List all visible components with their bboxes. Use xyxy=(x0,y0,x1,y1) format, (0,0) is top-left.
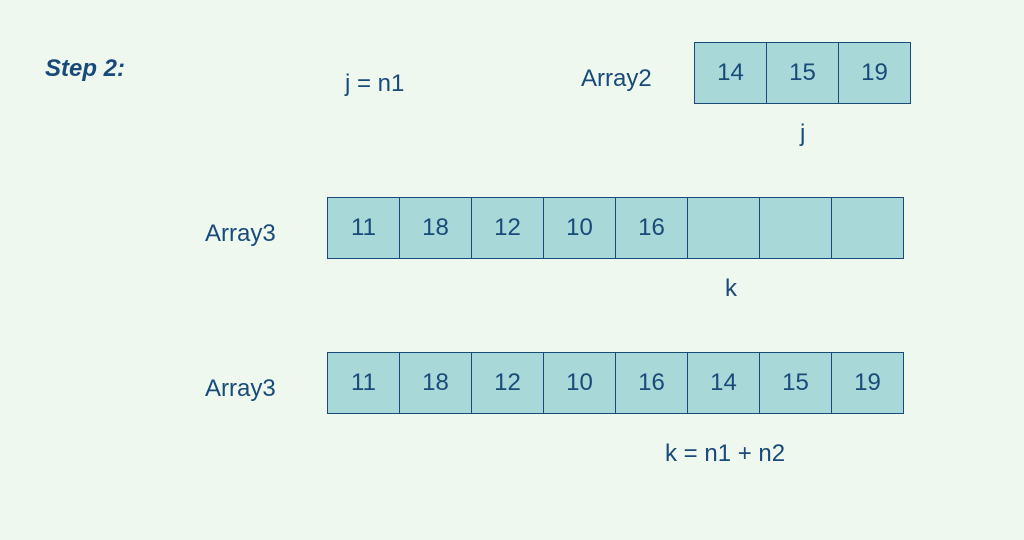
array3a-label: Array3 xyxy=(205,220,276,248)
array-cell: 15 xyxy=(766,42,839,104)
array-cell: 15 xyxy=(759,352,832,414)
pointer-k: k xyxy=(725,275,737,303)
array-cell xyxy=(759,197,832,259)
array-cell: 10 xyxy=(543,197,616,259)
array-cell: 11 xyxy=(327,352,400,414)
formula-j: j = n1 xyxy=(345,70,404,98)
array-cell: 19 xyxy=(831,352,904,414)
array-cell: 18 xyxy=(399,352,472,414)
formula-k: k = n1 + n2 xyxy=(665,440,785,468)
array-cell: 10 xyxy=(543,352,616,414)
array-cell: 12 xyxy=(471,352,544,414)
array3a-cells: 1118121016 xyxy=(327,197,904,259)
array-cell xyxy=(687,197,760,259)
array-cell: 14 xyxy=(694,42,767,104)
array-cell: 18 xyxy=(399,197,472,259)
array2-label: Array2 xyxy=(581,65,652,93)
array3b-cells: 1118121016141519 xyxy=(327,352,904,414)
array-cell: 16 xyxy=(615,352,688,414)
diagram-canvas: Step 2: j = n1 Array2 141519 j Array3 11… xyxy=(0,0,1024,540)
array-cell: 19 xyxy=(838,42,911,104)
pointer-j: j xyxy=(800,120,805,148)
array-cell xyxy=(831,197,904,259)
array-cell: 14 xyxy=(687,352,760,414)
array-cell: 11 xyxy=(327,197,400,259)
array3b-label: Array3 xyxy=(205,375,276,403)
step-label: Step 2: xyxy=(45,55,125,83)
array-cell: 16 xyxy=(615,197,688,259)
array2-cells: 141519 xyxy=(694,42,911,104)
array-cell: 12 xyxy=(471,197,544,259)
